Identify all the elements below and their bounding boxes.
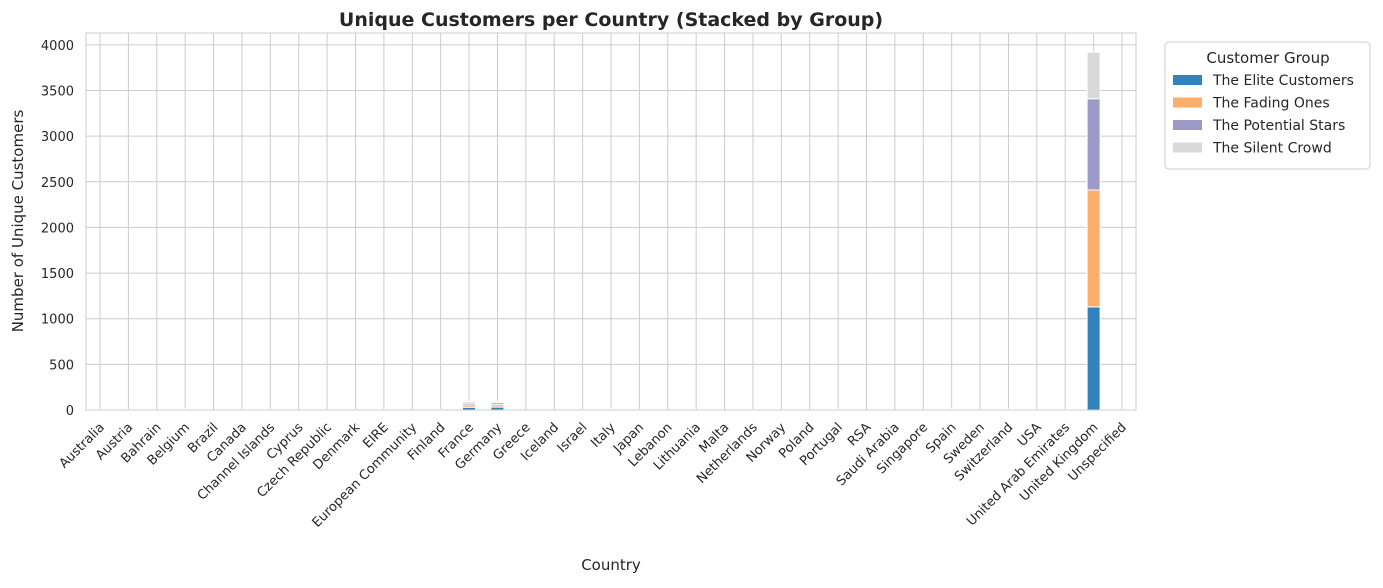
legend-items: The Elite Customers The Fading Ones The Po… [1173, 73, 1354, 157]
bar-segment [462, 401, 477, 404]
bar-segment [1086, 189, 1101, 308]
bar-segment [178, 408, 193, 410]
bar-segment [1086, 51, 1101, 100]
legend-entry-label: The Elite Customers [1212, 73, 1354, 89]
y-tick-label: 2000 [41, 221, 74, 236]
y-tick-label: 1500 [41, 267, 74, 282]
y-axis-ticks: 0 500 1000 1500 2000 2500 3000 3500 4000 [41, 39, 74, 419]
y-tick-label: 500 [49, 358, 74, 373]
y-tick-label: 3000 [41, 130, 74, 145]
legend-swatch [1173, 142, 1202, 153]
legend-frame [1164, 41, 1371, 170]
x-axis-ticks: AustraliaAustriaBahrainBelgiumBrazilCana… [57, 420, 1130, 531]
legend-swatch [1173, 75, 1202, 85]
y-tick-label: 4000 [41, 39, 74, 54]
legend-entry-label: The Potential Stars [1212, 118, 1345, 134]
y-tick-label: 3500 [41, 85, 74, 100]
bar-segment [1086, 306, 1101, 411]
legend-entry-label: The Fading Ones [1212, 96, 1330, 112]
legend-swatch [1173, 120, 1202, 130]
grid-layer [86, 33, 1136, 411]
y-tick-label: 2500 [41, 176, 74, 191]
bar-segment [1086, 98, 1101, 191]
bar-segment [944, 408, 959, 410]
y-tick-label: 1000 [41, 313, 74, 328]
x-axis-title: Country [581, 556, 641, 574]
legend-swatch [1173, 97, 1202, 108]
bar-segment [490, 400, 505, 404]
legend: Customer Group The Elite Customers The Fa… [1164, 41, 1371, 170]
x-tick-label: Israel [555, 420, 591, 456]
legend-title: Customer Group [1206, 49, 1329, 67]
legend-entry-label: The Silent Crowd [1212, 141, 1332, 157]
plot-frame [85, 32, 1137, 411]
chart-title: Unique Customers per Country (Stacked by… [339, 9, 883, 31]
y-axis-title: Number of Unique Customers [9, 110, 27, 333]
y-tick-label: 0 [66, 404, 74, 419]
